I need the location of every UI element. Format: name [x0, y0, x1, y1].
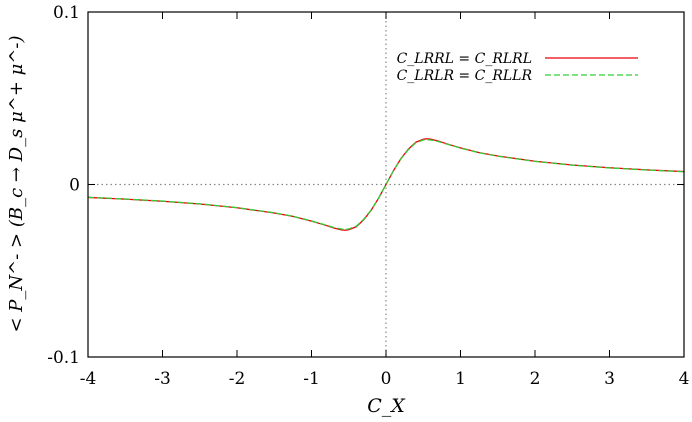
y-tick-labels: 0.1 0 -0.1: [47, 3, 684, 368]
x-tick-label: -1: [303, 369, 320, 389]
x-tick-label: 1: [455, 369, 466, 389]
x-axis-title: C_X: [367, 395, 406, 417]
x-tick-label: 2: [530, 369, 541, 389]
y-tick-label: -0.1: [47, 348, 80, 368]
x-tick-label: 4: [679, 369, 690, 389]
x-tick-label: -3: [154, 369, 171, 389]
series-line-1: [87, 138, 685, 231]
legend-label: C_LRRL = C_RLRL: [397, 51, 532, 67]
y-axis-title: < P_N^- > (B_c → D_s μ^+ μ^-): [6, 35, 27, 332]
series-lines: [87, 138, 685, 231]
x-tick-label: 0: [381, 369, 392, 389]
y-tick-label: 0.1: [53, 3, 80, 23]
y-tick-label: 0: [69, 176, 80, 196]
legend-label: C_LRLR = C_RLLR: [397, 68, 533, 84]
x-tick-label: -4: [80, 369, 97, 389]
x-tick-labels: -4 -3 -2 -1 0 1 2 3 4: [80, 12, 690, 389]
x-tick-label: -2: [229, 369, 246, 389]
x-tick-label: 3: [604, 369, 615, 389]
plot-frame: [87, 11, 685, 358]
